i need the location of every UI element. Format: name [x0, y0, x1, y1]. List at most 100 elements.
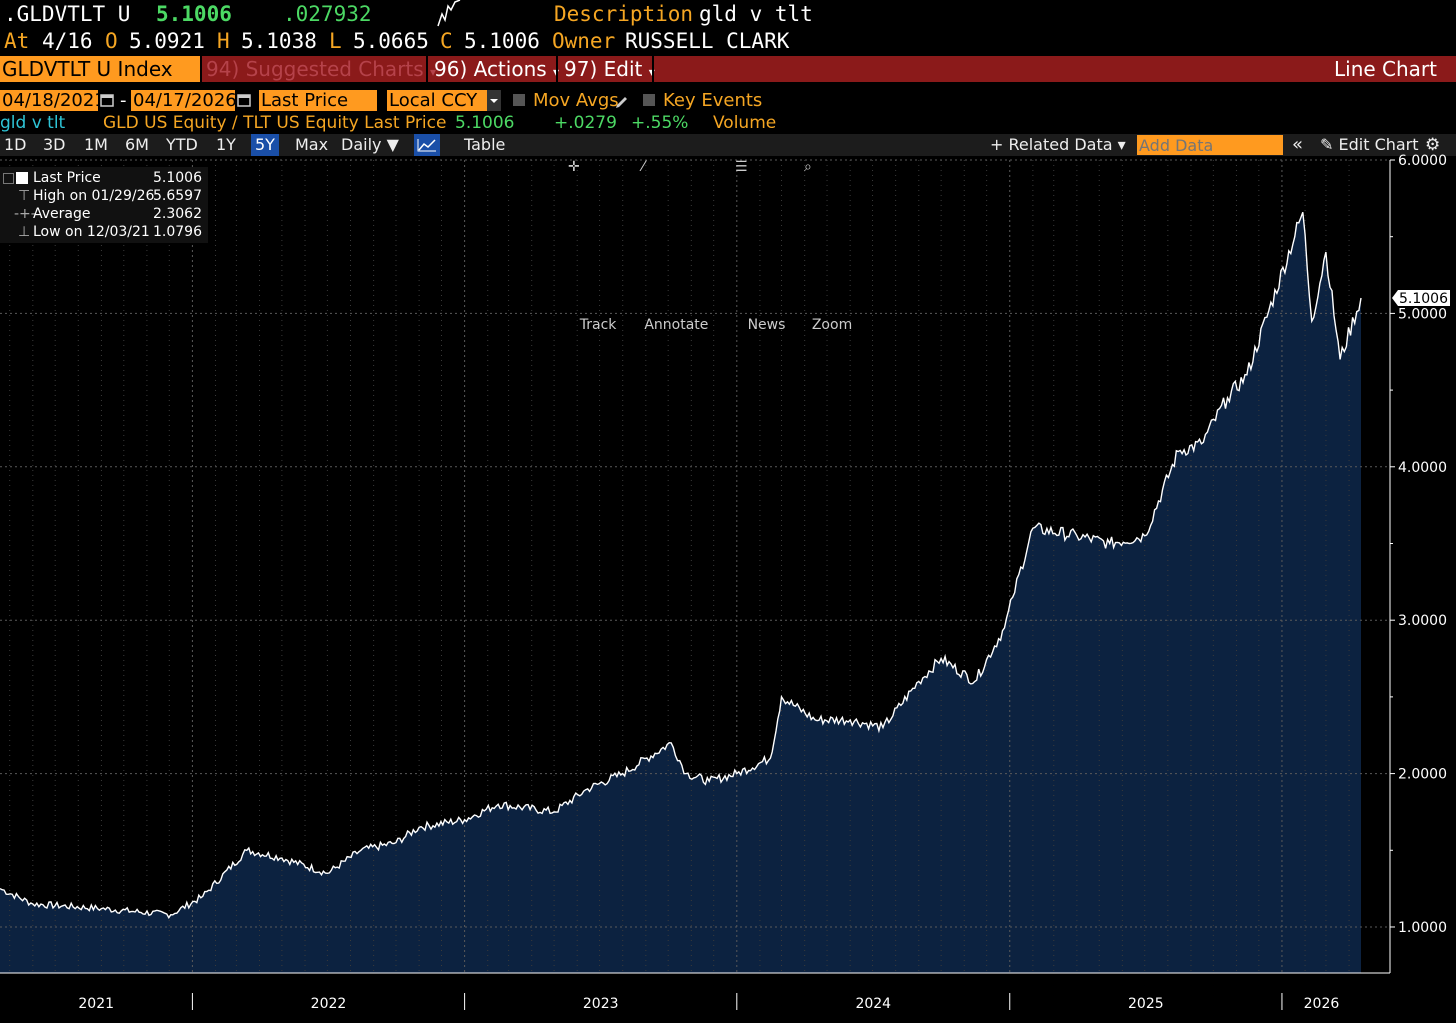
series-info-bar: gld v tlt GLD US Equity / TLT US Equity … [0, 112, 1456, 134]
edit-label: 97) Edit [564, 57, 643, 81]
series-change-pct: +.55% [631, 113, 689, 133]
at-label: At [4, 29, 30, 53]
owner-value: RUSSELL CLARK [625, 29, 790, 53]
series-name: gld v tlt [0, 113, 66, 133]
sparkline-icon [437, 0, 461, 27]
period-1y[interactable]: 1Y [216, 135, 236, 154]
pencil-icon[interactable] [614, 92, 630, 108]
x-tick-label: 2024 [855, 996, 891, 1012]
actions-button[interactable]: 96) Actions ▾ [434, 56, 559, 82]
legend-average-value: 2.3062 [153, 206, 202, 222]
low-label: L [329, 29, 342, 53]
period-3d[interactable]: 3D [43, 135, 66, 154]
mov-avgs-checkbox[interactable] [513, 94, 525, 106]
legend-average-label: Average [33, 206, 91, 222]
series-line [0, 211, 1362, 920]
settings-gear-icon[interactable]: ⚙ [1425, 135, 1441, 155]
key-events-checkbox[interactable] [643, 94, 655, 106]
y-tick-label: 5.0000 [1398, 306, 1447, 322]
related-data-button[interactable]: + Related Data ▾ [990, 135, 1126, 154]
news-label: News [747, 317, 786, 333]
close-label: C [440, 29, 453, 53]
chart-toolbar: 1D 3D 1M 6M YTD 1Y 5Y Max Daily ▼ Table … [0, 134, 1456, 156]
currency-select[interactable]: Local CCY [387, 90, 487, 111]
legend-high: ⊤ High on 01/29/26 5.6597 [0, 187, 208, 205]
legend-last-price-label: Last Price [33, 170, 101, 186]
control-bar: 04/18/2021 - 04/17/2026 Last Price Local… [0, 88, 1456, 112]
low-value: 5.0665 [353, 29, 429, 53]
y-tick-label: 1.0000 [1398, 920, 1447, 936]
legend-last-price[interactable]: Last Price 5.1006 [0, 169, 208, 187]
series-change: +.0279 [554, 113, 617, 133]
volume-label[interactable]: Volume [713, 113, 777, 133]
suggested-charts-label: 94) Suggested Charts [206, 57, 424, 81]
legend-low: ⊥ Low on 12/03/21 1.0796 [0, 223, 208, 241]
zoom-tool[interactable]: ⌕ Zoom [804, 159, 853, 333]
ticker-code[interactable]: .GLDVTLT U [4, 2, 131, 26]
legend-last-price-value: 5.1006 [153, 170, 202, 186]
news-tool[interactable]: ☰ News [735, 159, 786, 333]
annotate-tool[interactable]: ⁄ Annotate [642, 159, 709, 333]
collapse-icon[interactable]: « [1292, 134, 1304, 155]
header-last-price: 5.1006 [156, 2, 232, 26]
suggested-charts-button[interactable]: 94) Suggested Charts ▾ [206, 56, 436, 82]
owner-label: Owner [552, 29, 616, 53]
menu-bar: GLDVTLT U Index 94) Suggested Charts ▾ 9… [0, 56, 1456, 82]
high-marker-icon: ⊤ [18, 188, 31, 204]
x-tick-label: 2023 [583, 996, 619, 1012]
high-label: H [217, 29, 230, 53]
table-button[interactable]: Table [464, 135, 506, 154]
period-1d[interactable]: 1D [4, 135, 27, 154]
average-marker-icon: -+- [14, 206, 36, 222]
x-tick-label: 2025 [1128, 996, 1164, 1012]
last-value-label: 5.1006 [1399, 291, 1448, 307]
line-chart-icon [417, 139, 436, 152]
chevron-down-icon [490, 99, 498, 103]
legend-high-value: 5.6597 [153, 188, 202, 204]
calendar-icon[interactable] [237, 93, 251, 107]
period-ytd[interactable]: YTD [166, 135, 198, 154]
period-5y[interactable]: 5Y [251, 134, 279, 156]
legend-average: -+- Average 2.3062 [0, 205, 208, 223]
calendar-icon[interactable] [100, 93, 114, 107]
last-value-flag [1392, 289, 1450, 306]
y-tick-label: 2.0000 [1398, 767, 1447, 783]
header-change: .027932 [283, 2, 372, 26]
series-color-swatch [16, 172, 28, 184]
edit-chart-button[interactable]: ✎ Edit Chart [1320, 135, 1419, 154]
x-tick-label: 2022 [311, 996, 347, 1012]
track-tool[interactable]: ✛ Track [568, 159, 617, 333]
start-date-input[interactable]: 04/18/2021 [0, 90, 106, 111]
chevron-down-icon: ▾ [649, 65, 655, 79]
open-value: 5.0921 [129, 29, 205, 53]
security-field[interactable]: GLDVTLT U Index [0, 56, 200, 82]
chart-legend: Last Price 5.1006 ⊤ High on 01/29/26 5.6… [0, 167, 208, 243]
currency-dropdown-button[interactable] [487, 90, 501, 111]
legend-low-label: Low on 12/03/21 [33, 224, 150, 240]
date-range-dash: - [120, 90, 127, 111]
line-chart-toggle[interactable] [414, 134, 440, 156]
legend-low-value: 1.0796 [153, 224, 202, 240]
key-events-label: Key Events [663, 90, 763, 111]
frequency-select[interactable]: Daily ▼ [341, 135, 399, 154]
add-data-input[interactable] [1137, 135, 1283, 155]
series-value: 5.1006 [455, 113, 515, 133]
period-max[interactable]: Max [295, 135, 329, 154]
end-date-input[interactable]: 04/17/2026 [131, 90, 237, 111]
at-date: 4/16 [42, 29, 93, 53]
description-label: Description [554, 2, 694, 26]
chevron-down-icon: ▾ [430, 65, 437, 79]
field-select[interactable]: Last Price [259, 90, 377, 111]
edit-button[interactable]: 97) Edit ▾ [564, 56, 655, 82]
period-6m[interactable]: 6M [125, 135, 149, 154]
mov-avgs-label: Mov Avgs [533, 90, 619, 111]
chart-type-label[interactable]: Line Chart [1334, 57, 1437, 81]
legend-toggle-icon[interactable] [3, 173, 14, 184]
description-value: gld v tlt [699, 2, 813, 26]
close-value: 5.1006 [464, 29, 540, 53]
period-1m[interactable]: 1M [84, 135, 108, 154]
y-tick-label: 4.0000 [1398, 460, 1447, 476]
open-label: O [105, 29, 118, 53]
series-area [0, 212, 1361, 973]
